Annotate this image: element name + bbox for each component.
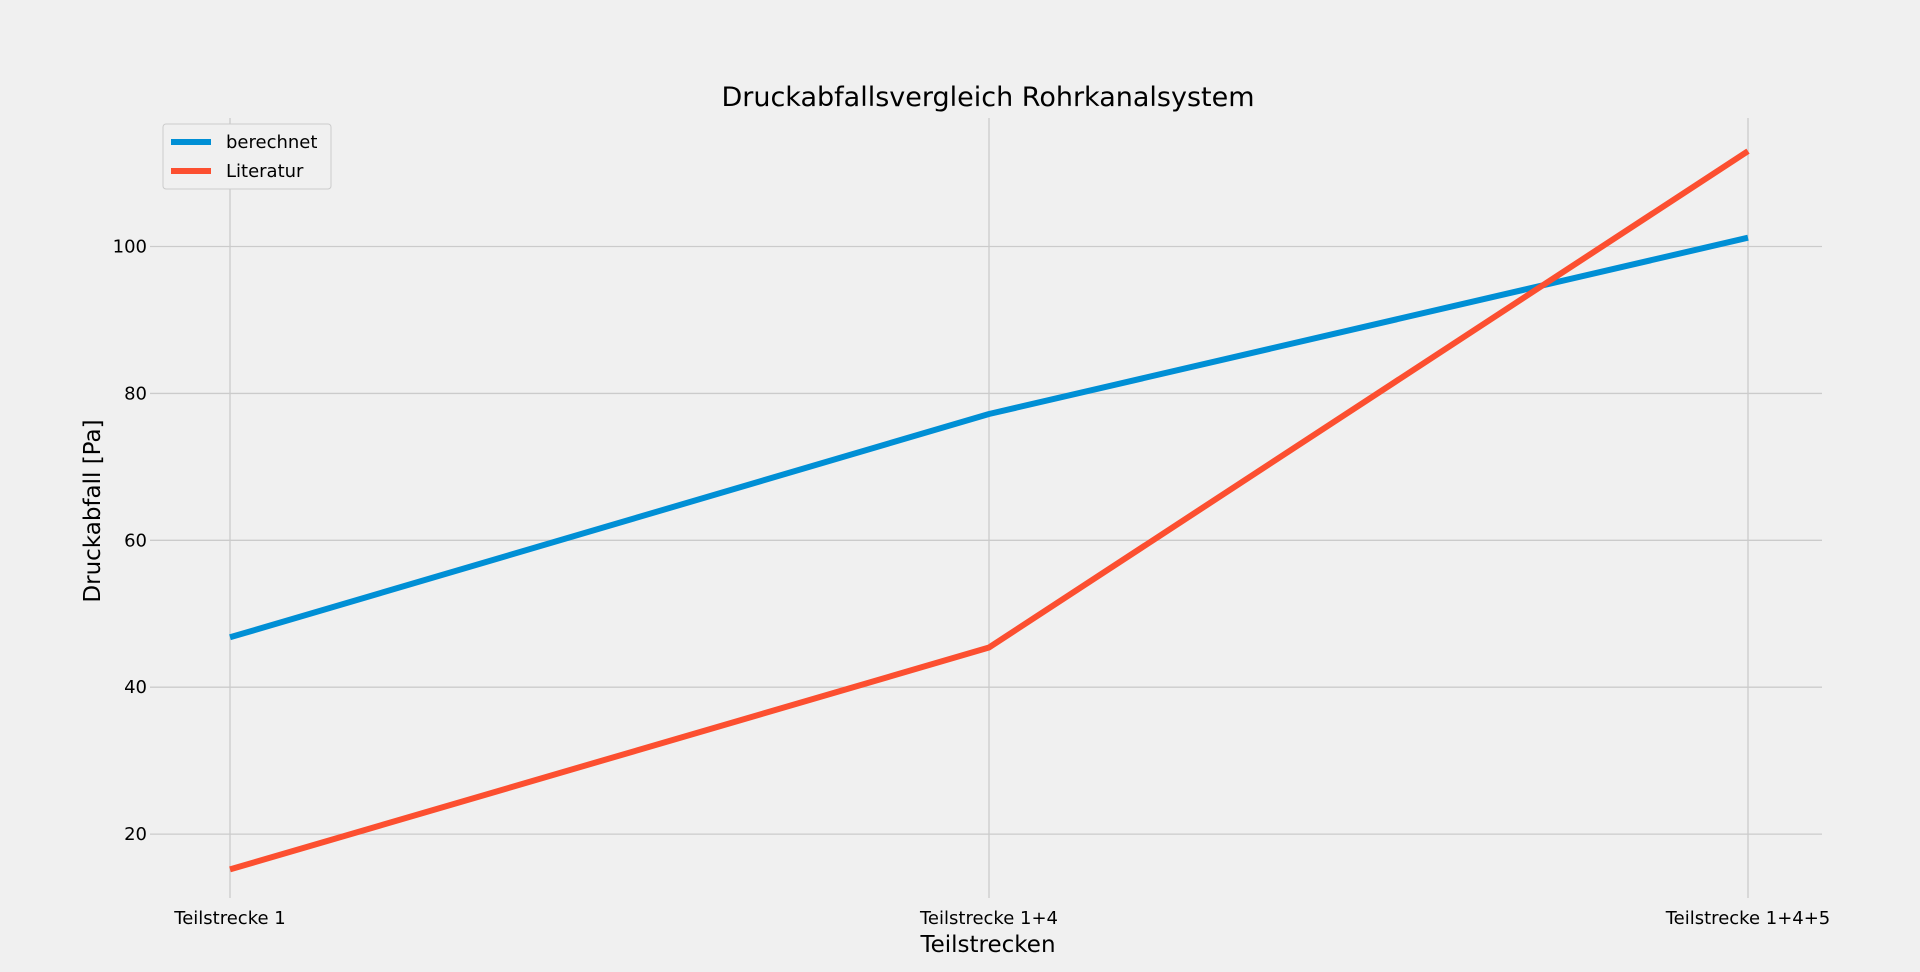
y-axis-label: Druckabfall [Pa] <box>80 419 106 602</box>
y-tick-labels: 20 40 60 80 100 <box>113 237 147 846</box>
y-tick-label: 80 <box>124 383 147 404</box>
legend-label: Literatur <box>226 161 304 182</box>
x-axis-label: Teilstrecken <box>919 932 1055 958</box>
chart-title: Druckabfallsvergleich Rohrkanalsystem <box>721 82 1254 113</box>
vertical-gridlines <box>229 118 1749 898</box>
x-tick-label: Teilstrecke 1 <box>173 908 285 929</box>
x-tick-label: Teilstrecke 1+4 <box>919 908 1058 929</box>
x-tick-labels: Teilstrecke 1 Teilstrecke 1+4 Teilstrecke … <box>173 908 1830 929</box>
y-tick-label: 40 <box>124 677 147 698</box>
series-line-literatur <box>229 148 1750 873</box>
legend: berechnet Literatur <box>162 123 332 190</box>
series-lines <box>229 148 1750 873</box>
legend-label: berechnet <box>226 132 317 153</box>
y-tick-label: 20 <box>124 824 147 845</box>
horizontal-gridlines <box>150 245 1822 835</box>
y-tick-label: 100 <box>113 237 147 258</box>
x-tick-label: Teilstrecke 1+4+5 <box>1665 908 1831 929</box>
y-tick-label: 60 <box>124 530 147 551</box>
series-line-berechnet <box>229 234 1749 641</box>
